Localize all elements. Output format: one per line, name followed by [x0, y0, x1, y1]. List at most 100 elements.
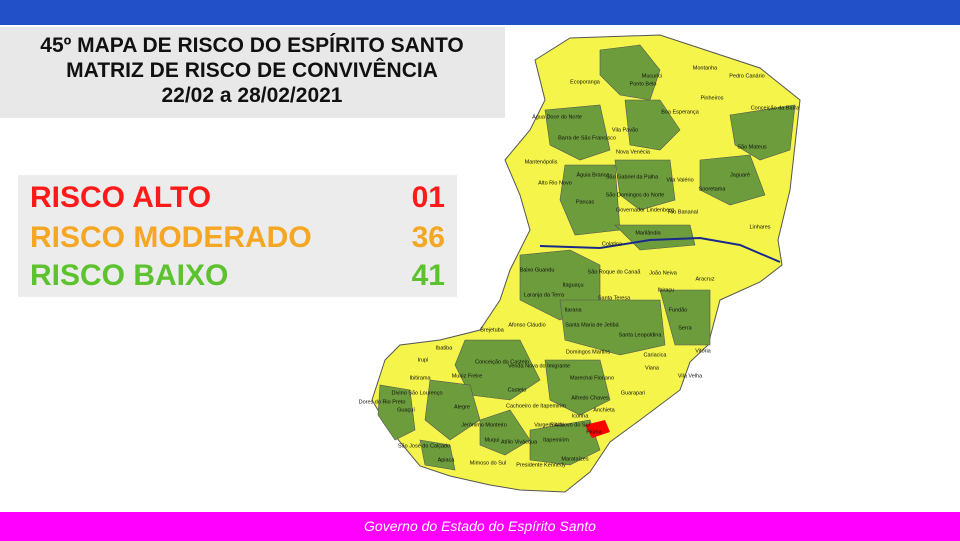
region-low [559, 164, 621, 236]
region-low [377, 384, 416, 441]
municipality-label: Vila Velha [678, 373, 703, 379]
municipality-label: Boa Esperança [661, 109, 700, 115]
municipality-label: Água Doce do Norte [532, 113, 582, 120]
municipality-label: Santa Maria de Jetibá [565, 322, 619, 328]
municipality-label: Afonso Cláudio [508, 322, 545, 328]
municipality-label: São José do Calçado [398, 443, 450, 449]
municipality-label: Castelo [508, 387, 527, 393]
municipality-label: Venda Nova do Imigrante [508, 363, 570, 369]
municipality-label: Fundão [669, 307, 688, 313]
municipality-label: Irupi [418, 357, 429, 363]
municipality-label: Serra [678, 325, 692, 331]
risk-count: 36 [412, 221, 445, 254]
municipality-label: Vila Valério [666, 177, 693, 183]
municipality-label: Mantenópolis [525, 159, 558, 165]
municipality-label: Rio Novo do Sul [550, 422, 590, 428]
municipality-label: Pancas [576, 199, 595, 205]
municipality-label: Muqui [485, 437, 500, 443]
title-line: 45º MAPA DE RISCO DO ESPÍRITO SANTO [40, 34, 463, 57]
municipality-label: Marataízes [561, 456, 588, 462]
municipality-label: Pinheiros [701, 95, 724, 101]
region-low [479, 409, 531, 456]
region-low [419, 439, 456, 471]
municipality-label: Montanha [693, 65, 718, 71]
municipality-label: Aracruz [696, 276, 715, 282]
risk-box [18, 175, 457, 297]
municipality-label: Colatina [602, 241, 623, 247]
region-low [544, 104, 611, 161]
footer-text: Governo do Estado do Espírito Santo [364, 518, 596, 534]
municipality-label: Brejetuba [480, 327, 504, 333]
risk-label: RISCO MODERADO [30, 221, 312, 254]
region-low [699, 154, 766, 206]
municipality-label: Nova Venécia [616, 149, 651, 155]
municipality-label: Mimoso do Sul [470, 460, 506, 466]
region-low [624, 99, 681, 151]
municipality-label: Itaguaçu [562, 282, 583, 288]
municipality-label: Piúma [586, 429, 603, 435]
municipality-label: Anchieta [593, 407, 615, 413]
municipality-label: Dores do Rio Preto [359, 399, 406, 405]
risk-count: 41 [412, 259, 445, 292]
river [539, 236, 781, 263]
municipality-label: Sooretama [699, 186, 727, 192]
region-low [559, 299, 666, 356]
municipality-label: Ibitirama [409, 375, 431, 381]
municipality-label: Alfredo Chaves [571, 395, 609, 401]
municipality-label: Cariacica [644, 352, 668, 358]
municipality-label: Apiacá [438, 457, 456, 463]
municipality-label: São Gabriel da Palha [606, 174, 659, 180]
municipality-label: Divino São Lourenço [391, 390, 442, 396]
risk-label: RISCO BAIXO [30, 259, 228, 292]
region-low [529, 419, 601, 466]
state-map: Mucurici Montanha Pedro Canário Ecoporanga P… [359, 34, 801, 493]
municipality-label: Alegre [454, 404, 470, 410]
municipality-label: Marechal Floriano [570, 375, 614, 381]
municipality-label: Itarana [564, 307, 582, 313]
footer-bar [0, 512, 960, 541]
municipality-label: Mucurici [642, 73, 662, 79]
municipality-label: Rio Bananal [668, 209, 698, 215]
municipality-label: Muniz Freire [452, 373, 483, 379]
region-low [544, 359, 611, 416]
municipality-label: Ibatiba [436, 345, 453, 351]
municipality-label: Guarapari [621, 390, 645, 396]
municipality-label: Conceição da Barra [751, 105, 801, 111]
municipality-label: Jerônimo Monteiro [461, 422, 507, 428]
municipality-label: São Domingos do Norte [606, 192, 665, 198]
municipality-label: Águia Branca [576, 171, 610, 178]
municipality-label: Linhares [749, 224, 770, 230]
region-high [585, 420, 610, 438]
region-low [424, 379, 481, 441]
municipality-label: Marilândia [635, 230, 661, 236]
municipality-label: São Mateus [737, 144, 767, 150]
municipality-label: Atílio Vivácqua [501, 439, 538, 445]
risk-label: RISCO ALTO [30, 181, 211, 214]
region-low [729, 104, 796, 161]
municipality-label: Alto Rio Novo [538, 180, 572, 186]
municipality-label: Baixo Guandu [520, 267, 555, 273]
region-low [659, 289, 711, 346]
municipality-label: Itapemirim [543, 437, 569, 443]
municipality-label: Santa Leopoldina [619, 332, 663, 338]
region-low [614, 224, 696, 251]
municipality-label: Presidente Kennedy [516, 462, 566, 468]
title-line: MATRIZ DE RISCO DE CONVIVÊNCIA [66, 58, 438, 82]
municipality-label: Santa Teresa [598, 295, 631, 301]
title-box [0, 27, 505, 118]
municipality-label: Iconha [572, 413, 589, 419]
municipality-label: Ponto Belo [630, 81, 657, 87]
top-bar [0, 0, 960, 25]
municipality-label: Vargem Alta [534, 422, 564, 428]
region-low [454, 339, 541, 401]
municipality-label: Laranja da Terra [524, 292, 565, 298]
municipality-label: Ecoporanga [570, 79, 601, 85]
municipality-label: João Neiva [649, 270, 677, 276]
municipality-label: Ibiraçu [658, 287, 675, 293]
municipality-label: Barra de São Francisco [558, 135, 616, 141]
municipality-label: Cachoeiro de Itapemirim [506, 403, 566, 409]
municipality-label: São Roque do Canaã [588, 269, 642, 275]
municipality-label: Guaçuí [397, 407, 415, 413]
